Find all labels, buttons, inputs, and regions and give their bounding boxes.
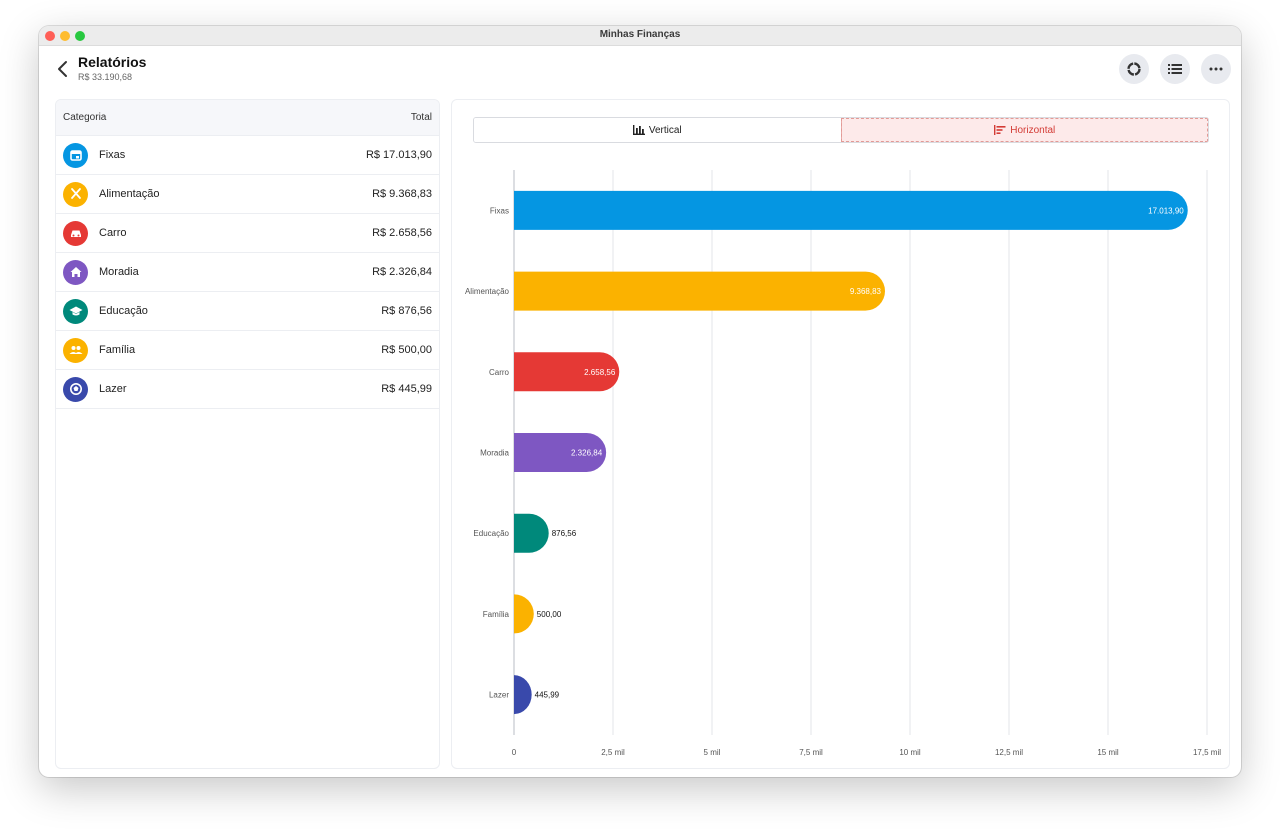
category-label: Educação [473,529,509,538]
vertical-chart-label: Vertical [648,124,682,136]
category-name: Fixas [99,149,126,161]
bar [514,675,532,715]
category-total: R$ 876,56 [381,305,432,317]
home-icon [63,259,88,285]
car-icon [63,220,88,246]
value-label: 17.013,90 [1148,206,1184,215]
x-tick-label: 5 mil [704,748,721,757]
category-total: R$ 2.326,84 [372,266,432,278]
table-row[interactable]: Família R$ 500,00 [56,331,439,370]
window-title: Minhas Finanças [599,29,681,40]
category-label: Lazer [489,691,509,700]
x-tick-label: 17,5 mil [1193,748,1221,757]
category-name: Lazer [99,383,127,395]
x-tick-label: 0 [512,748,517,757]
donut-chart-button[interactable] [1119,54,1149,84]
ball-icon [63,376,88,402]
category-total: R$ 2.658,56 [372,227,432,239]
bar-chart-icon [632,125,645,135]
value-label: 876,56 [552,529,577,538]
category-name: Família [99,344,136,356]
vertical-chart-button[interactable]: Vertical [474,118,841,142]
bar [514,190,1188,230]
category-name: Alimentação [99,188,160,200]
category-label: Família [483,610,510,619]
category-name: Educação [99,305,148,317]
table-body: Fixas R$ 17.013,90 Alimentação R$ 9.368,83 C… [56,136,439,409]
horizontal-chart-label: Horizontal [1010,124,1056,136]
x-tick-label: 15 mil [1097,748,1119,757]
category-total: R$ 9.368,83 [372,188,432,200]
category-label: Alimentação [465,287,510,296]
category-total: R$ 17.013,90 [365,149,432,161]
category-label: Moradia [480,449,509,458]
bar [514,271,886,311]
table-row[interactable]: Lazer R$ 445,99 [56,370,439,409]
category-label: Fixas [490,206,509,215]
horizontal-bar-chart: 0 2,5 mil 5 mil 7,5 mil 10 mil 12,5 mil 15 mil… [465,170,1221,757]
calendar-icon [63,142,88,168]
bar [514,352,620,392]
x-tick-label: 2,5 mil [601,748,625,757]
category-name: Carro [99,227,127,239]
value-label: 2.326,84 [571,449,603,458]
value-label: 500,00 [537,610,562,619]
x-tick-label: 7,5 mil [799,748,823,757]
category-table: Categoria Total Fixas R$ 17.013,90 Aliment… [55,99,440,769]
graduation-cap-icon [63,298,88,324]
more-options-button[interactable] [1201,54,1231,84]
app-window: Minhas Finanças Relatórios R$ 33.190,68 … [39,26,1241,777]
value-label: 2.658,56 [584,368,616,377]
list-view-button[interactable] [1160,54,1190,84]
page-title: Relatórios [78,54,147,70]
table-row[interactable]: Fixas R$ 17.013,90 [56,136,439,175]
more-icon [1209,67,1223,71]
people-icon [63,337,88,363]
page-subtitle: R$ 33.190,68 [78,72,133,82]
donut-chart-icon [1127,62,1141,76]
column-header-total: Total [410,112,432,123]
category-label: Carro [489,368,510,377]
chart-orientation-toggle: Vertical Horizontal [473,117,1209,143]
bar [514,433,607,472]
chevron-left-icon [58,61,67,77]
bar [514,594,534,634]
category-total: R$ 445,99 [381,383,432,395]
table-row[interactable]: Moradia R$ 2.326,84 [56,253,439,292]
x-tick-label: 12,5 mil [995,748,1023,757]
value-label: 445,99 [535,691,560,700]
minimize-window-button[interactable] [60,31,70,41]
value-label: 9.368,83 [850,287,882,296]
category-total: R$ 500,00 [381,344,432,356]
list-icon [1168,64,1182,74]
horizontal-chart-button[interactable]: Horizontal [840,118,1208,142]
title-bar: Minhas Finanças [39,26,1241,46]
horizontal-bar-icon [994,125,1006,135]
column-header-category: Categoria [63,112,107,123]
utensils-icon [63,181,88,207]
bar [514,513,549,553]
table-row[interactable]: Carro R$ 2.658,56 [56,214,439,253]
zoom-window-button[interactable] [75,31,85,41]
table-header: Categoria Total [56,100,439,136]
category-name: Moradia [99,266,139,278]
table-row[interactable]: Alimentação R$ 9.368,83 [56,175,439,214]
back-button[interactable] [56,60,70,78]
close-window-button[interactable] [45,31,55,41]
table-row[interactable]: Educação R$ 876,56 [56,292,439,331]
chart-panel: Vertical Horizontal 0 2,5 mil 5 mil 7,5 mil… [451,99,1230,769]
x-tick-label: 10 mil [899,748,921,757]
